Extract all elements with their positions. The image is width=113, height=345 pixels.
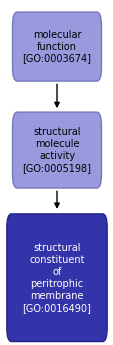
Text: structural
molecule
activity
[GO:0005198]: structural molecule activity [GO:0005198… (22, 127, 91, 173)
FancyBboxPatch shape (12, 112, 101, 188)
Text: structural
constituent
of
peritrophic
membrane
[GO:0016490]: structural constituent of peritrophic me… (22, 243, 91, 313)
Text: molecular
function
[GO:0003674]: molecular function [GO:0003674] (22, 30, 91, 63)
FancyBboxPatch shape (7, 214, 106, 342)
FancyBboxPatch shape (12, 12, 101, 81)
